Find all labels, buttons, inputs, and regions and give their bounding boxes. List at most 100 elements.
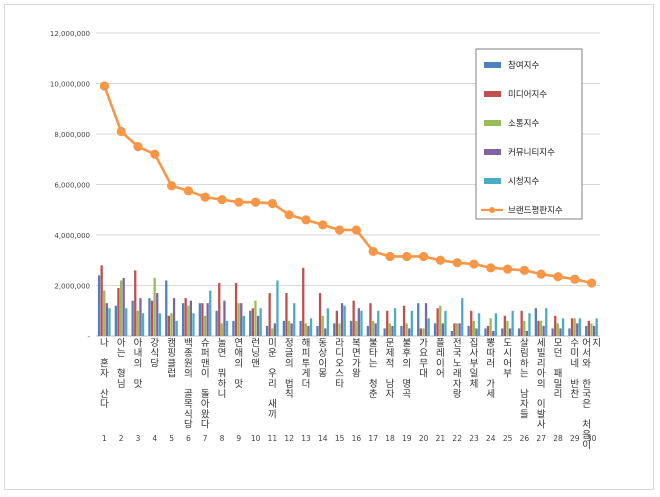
bar bbox=[290, 323, 293, 336]
bar bbox=[282, 320, 285, 336]
bar bbox=[148, 298, 151, 336]
bar bbox=[209, 290, 212, 336]
bar bbox=[475, 328, 478, 336]
x-number-label: 11 bbox=[268, 434, 278, 443]
bar bbox=[287, 320, 291, 336]
bar bbox=[232, 320, 235, 336]
bar bbox=[172, 298, 176, 336]
bar bbox=[181, 303, 185, 336]
bar bbox=[439, 305, 442, 336]
bar bbox=[537, 320, 540, 336]
bar bbox=[352, 300, 355, 336]
bar bbox=[441, 323, 444, 336]
line-point bbox=[217, 195, 227, 205]
line-point bbox=[587, 278, 597, 288]
line-point bbox=[419, 251, 429, 262]
bar bbox=[388, 323, 391, 336]
line-point bbox=[452, 258, 462, 268]
x-number-label: 7 bbox=[203, 434, 208, 443]
x-number-label: 26 bbox=[520, 434, 530, 443]
line-point bbox=[351, 225, 361, 235]
x-number-label: 5 bbox=[169, 434, 174, 443]
bar bbox=[117, 288, 120, 336]
bar bbox=[393, 308, 397, 336]
bar bbox=[587, 320, 590, 336]
line-point bbox=[553, 272, 563, 282]
bar bbox=[508, 328, 512, 336]
bar bbox=[511, 310, 514, 336]
bar bbox=[525, 330, 528, 336]
x-number-label: 28 bbox=[553, 434, 563, 443]
bar bbox=[256, 315, 260, 336]
line-point bbox=[368, 246, 378, 257]
y-tick-label: - bbox=[87, 333, 90, 341]
bar bbox=[369, 303, 372, 336]
bar bbox=[175, 320, 178, 336]
bar bbox=[218, 282, 221, 336]
bar bbox=[293, 303, 296, 336]
bar bbox=[453, 323, 456, 336]
bar bbox=[590, 323, 593, 336]
bar bbox=[259, 308, 262, 336]
bar bbox=[265, 325, 269, 336]
bar bbox=[503, 315, 506, 336]
bar bbox=[302, 267, 305, 336]
line-point bbox=[167, 181, 177, 191]
x-number-label: 6 bbox=[186, 434, 191, 443]
line-point bbox=[570, 274, 580, 284]
bar bbox=[234, 282, 238, 336]
x-number-label: 8 bbox=[220, 434, 225, 443]
x-number-label: 12 bbox=[284, 434, 294, 443]
bar bbox=[578, 318, 581, 336]
bar bbox=[371, 320, 375, 336]
bar bbox=[131, 300, 134, 336]
line-point bbox=[150, 149, 160, 159]
bar bbox=[268, 293, 271, 336]
bar bbox=[187, 305, 190, 336]
bar bbox=[556, 323, 559, 336]
legend-swatch bbox=[489, 207, 495, 213]
bar bbox=[349, 320, 353, 336]
legend-swatch bbox=[484, 178, 501, 184]
y-tick-label: 8,000,000 bbox=[54, 131, 90, 139]
bar bbox=[528, 313, 531, 336]
bar bbox=[307, 325, 310, 336]
bar bbox=[309, 318, 313, 336]
bar bbox=[285, 293, 288, 336]
bar bbox=[357, 308, 360, 336]
bar bbox=[100, 265, 103, 336]
bar bbox=[559, 328, 562, 336]
bar bbox=[304, 323, 307, 336]
y-tick-label: 10,000,000 bbox=[50, 81, 90, 89]
bar bbox=[539, 320, 543, 336]
bar bbox=[592, 325, 596, 336]
bar bbox=[134, 270, 137, 336]
line-point bbox=[503, 264, 513, 274]
bar bbox=[97, 275, 101, 336]
x-number-label: 17 bbox=[368, 434, 378, 443]
bar bbox=[400, 325, 403, 336]
bar bbox=[360, 310, 363, 336]
legend-swatch bbox=[484, 91, 501, 97]
bar bbox=[444, 310, 447, 336]
bar bbox=[419, 328, 422, 336]
bar bbox=[494, 313, 497, 336]
bar bbox=[242, 315, 245, 336]
legend-label: 브랜드평판지수 bbox=[508, 205, 563, 216]
bar bbox=[324, 328, 327, 336]
line-point bbox=[251, 197, 261, 207]
bar bbox=[153, 277, 156, 336]
